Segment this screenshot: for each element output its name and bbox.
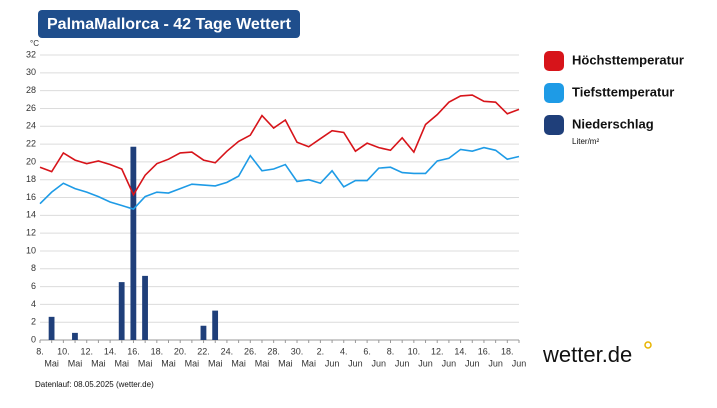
- x-tick-month: Jun: [442, 358, 457, 368]
- legend-marker: [544, 83, 564, 103]
- legend-marker: [544, 51, 564, 71]
- x-tick-label: 22.: [197, 346, 210, 356]
- temp-line: [39, 146, 520, 210]
- y-tick-label: 12: [26, 228, 36, 238]
- x-tick-month: Mai: [138, 358, 153, 368]
- x-tick-month: Mai: [301, 358, 316, 368]
- x-tick-month: Jun: [488, 358, 503, 368]
- y-tick-label: 14: [26, 210, 36, 220]
- y-tick-label: 8: [31, 263, 36, 273]
- y-tick-label: 16: [26, 192, 36, 202]
- x-tick-month: Mai: [161, 358, 176, 368]
- logo: wetter.de: [542, 342, 632, 367]
- x-tick-label: 12.: [80, 346, 93, 356]
- x-tick-month: Mai: [231, 358, 246, 368]
- x-tick-label: 12.: [431, 346, 444, 356]
- y-tick-label: 4: [31, 299, 36, 309]
- x-tick-label: 24.: [221, 346, 234, 356]
- chart-title: PalmaMallorca - 42 Tage Wettert: [47, 16, 292, 33]
- x-tick-label: 18.: [151, 346, 164, 356]
- x-tick-month: Jun: [465, 358, 480, 368]
- y-tick-label: 18: [26, 174, 36, 184]
- y-tick-label: 30: [26, 67, 36, 77]
- x-tick-label: 14.: [104, 346, 117, 356]
- x-tick-month: Mai: [115, 358, 130, 368]
- title-box: [38, 10, 300, 38]
- y-tick-label: 32: [26, 49, 36, 59]
- precip-bar: [130, 146, 137, 340]
- precip-bar: [118, 282, 125, 340]
- precip-bar: [142, 275, 148, 340]
- y-tick-label: 28: [26, 85, 36, 95]
- x-tick-month: Jun: [325, 358, 340, 368]
- logo-dot: [644, 341, 652, 349]
- x-tick-label: 10.: [57, 346, 70, 356]
- y-tick-label: 2: [31, 317, 36, 327]
- x-tick-month: Jun: [395, 358, 410, 368]
- x-tick-month: Jun: [512, 358, 527, 368]
- x-tick-label: 20.: [174, 346, 187, 356]
- temp-line: [39, 94, 520, 197]
- precip-bar: [48, 316, 55, 340]
- x-tick-label: 16.: [127, 346, 140, 356]
- x-tick-month: Mai: [68, 358, 83, 368]
- x-tick-month: Mai: [278, 358, 293, 368]
- x-tick-label: 28.: [267, 346, 280, 356]
- x-tick-label: 16.: [478, 346, 491, 356]
- y-tick-label: 22: [26, 138, 36, 148]
- y-tick-label: 6: [31, 281, 36, 291]
- x-tick-label: 6.: [363, 346, 371, 356]
- legend-unit: Liter/m²: [572, 137, 599, 146]
- y-tick-label: 0: [31, 334, 36, 344]
- x-tick-month: Mai: [44, 358, 59, 368]
- x-tick-month: Mai: [185, 358, 200, 368]
- y-tick-label: 20: [26, 156, 36, 166]
- x-tick-month: Jun: [348, 358, 363, 368]
- x-tick-month: Mai: [208, 358, 223, 368]
- x-tick-label: 18.: [501, 346, 514, 356]
- legend-label: Tiefsttemperatur: [572, 84, 674, 99]
- x-tick-label: 8.: [36, 346, 44, 356]
- x-tick-label: 30.: [291, 346, 304, 356]
- precip-bar: [200, 325, 207, 340]
- legend-label: Niederschlag: [572, 116, 654, 131]
- legend-label: Höchsttemperatur: [572, 52, 684, 67]
- x-tick-label: 26.: [244, 346, 257, 356]
- x-tick-label: 2.: [317, 346, 325, 356]
- precip-bar: [212, 310, 219, 340]
- x-tick-label: 8.: [387, 346, 395, 356]
- x-tick-month: Jun: [372, 358, 387, 368]
- y-tick-label: 10: [26, 245, 36, 255]
- y-tick-label: 26: [26, 103, 36, 113]
- x-tick-month: Jun: [418, 358, 433, 368]
- legend-marker: [544, 115, 564, 135]
- y-tick-label: 24: [26, 121, 36, 131]
- x-tick-month: Mai: [91, 358, 106, 368]
- x-tick-month: Mai: [255, 358, 270, 368]
- x-tick-label: 14.: [454, 346, 467, 356]
- precip-bar: [72, 332, 78, 340]
- x-tick-label: 4.: [340, 346, 348, 356]
- y-unit: °C: [30, 39, 39, 48]
- x-tick-label: 10.: [408, 346, 421, 356]
- footer: Datenlauf: 08.05.2025 (wetter.de): [35, 380, 154, 389]
